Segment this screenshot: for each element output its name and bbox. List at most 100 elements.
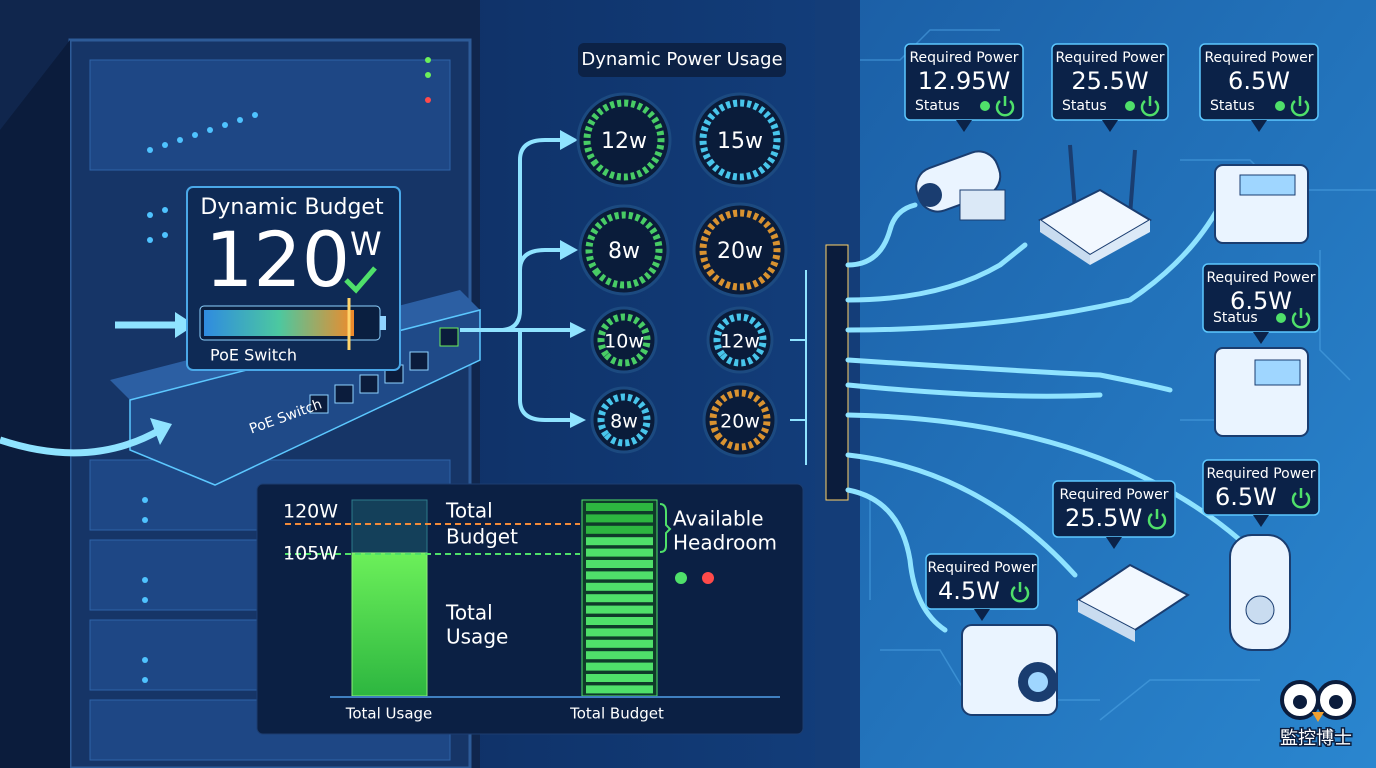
decoration — [142, 677, 148, 683]
phone — [1214, 164, 1309, 244]
card-power: 25.5W — [1071, 67, 1148, 95]
gauge — [578, 204, 670, 296]
budget-bar-label: Total Budget — [569, 705, 664, 723]
card-pointer — [1251, 120, 1267, 132]
card-label: Required Power — [1059, 487, 1168, 503]
decoration — [142, 577, 148, 583]
decoration — [142, 657, 148, 663]
card-power: 6.5W — [1228, 67, 1290, 95]
budget-bar-segment — [586, 594, 653, 603]
budget-bar-segment — [586, 628, 653, 637]
card-power: 6.5W — [1230, 287, 1292, 315]
budget-text: Total — [445, 499, 493, 523]
budget-bar-segment — [586, 560, 653, 568]
decoration — [518, 330, 570, 422]
power-icon — [1291, 488, 1311, 509]
decoration — [845, 452, 1078, 578]
gauge — [702, 382, 778, 458]
budget-label: PoE Switch — [210, 346, 297, 365]
budget-bar-segment — [586, 651, 653, 660]
card-pointer — [1102, 120, 1118, 132]
decoration — [147, 147, 153, 153]
decoration — [147, 212, 153, 218]
card-label: Required Power — [1204, 50, 1313, 66]
camera — [915, 150, 1006, 221]
usage-title: Dynamic Power Usage — [581, 49, 782, 70]
budget-bar-segment — [586, 514, 653, 523]
decoration — [177, 137, 183, 143]
budget-bar-segment — [586, 674, 653, 682]
card-label: Required Power — [1206, 270, 1315, 286]
status-dot — [1125, 101, 1135, 111]
card-label: Required Power — [909, 50, 1018, 66]
decoration — [959, 189, 1006, 221]
card-pointer — [974, 609, 990, 621]
decoration — [570, 412, 586, 428]
decoration — [380, 316, 386, 330]
gauge — [576, 92, 672, 188]
power-icon — [995, 96, 1015, 117]
card-label: Required Power — [1206, 466, 1315, 482]
card-power: 12.95W — [918, 67, 1010, 95]
decoration — [207, 127, 213, 133]
decoration — [237, 117, 243, 123]
decoration — [142, 597, 148, 603]
status-dot — [980, 101, 990, 111]
budget-bar-segment — [586, 503, 653, 511]
gauge-arc — [597, 313, 651, 367]
gauge-label: 20w — [717, 239, 763, 264]
card-power: 25.5W — [1065, 504, 1142, 532]
decoration — [142, 517, 148, 523]
gauge-arc — [713, 313, 767, 367]
decoration — [702, 572, 714, 584]
router — [1038, 144, 1152, 265]
budget-bar-segment — [586, 582, 653, 591]
decoration — [845, 487, 948, 633]
sensor — [1229, 534, 1291, 651]
budget-bar-segment — [586, 639, 653, 648]
gauge-arc — [597, 393, 651, 447]
group — [460, 138, 570, 422]
decoration — [425, 72, 431, 78]
budget-bar-segment — [586, 548, 653, 557]
decoration — [439, 327, 459, 347]
decoration — [560, 130, 578, 150]
gauge-arc — [709, 389, 771, 451]
gauge-arc — [583, 99, 665, 181]
gauge — [692, 92, 788, 188]
decoration — [845, 202, 1223, 333]
usage-bar-label: Total Usage — [345, 705, 433, 723]
decoration — [518, 248, 560, 271]
budget-value: 120 — [205, 215, 350, 304]
headroom-text: Available — [673, 507, 764, 531]
decoration — [845, 412, 1243, 543]
group — [790, 270, 807, 465]
gauge — [692, 202, 788, 298]
decoration — [578, 43, 786, 77]
access-point — [1076, 563, 1190, 642]
decoration — [1312, 712, 1324, 722]
budget-unit: W — [350, 225, 382, 263]
phone — [1214, 347, 1309, 437]
decoration — [222, 122, 228, 128]
card-power: 4.5W — [938, 577, 1000, 605]
card-pointer — [1253, 332, 1269, 344]
decoration — [1319, 250, 1351, 381]
decoration — [359, 374, 379, 394]
decoration — [845, 382, 1103, 399]
budget-line-label: 120W — [283, 501, 338, 523]
budget-bar-segment — [586, 525, 653, 534]
gauge-label: 8w — [608, 239, 640, 264]
decoration — [0, 426, 162, 457]
decoration — [1329, 695, 1343, 709]
budget-text: Budget — [446, 525, 518, 549]
power-icon — [1010, 582, 1030, 603]
decoration — [1068, 144, 1077, 211]
status-dot — [1275, 101, 1285, 111]
decoration — [147, 237, 153, 243]
decoration — [162, 207, 168, 213]
decoration — [425, 97, 431, 103]
decoration — [1099, 679, 1260, 721]
